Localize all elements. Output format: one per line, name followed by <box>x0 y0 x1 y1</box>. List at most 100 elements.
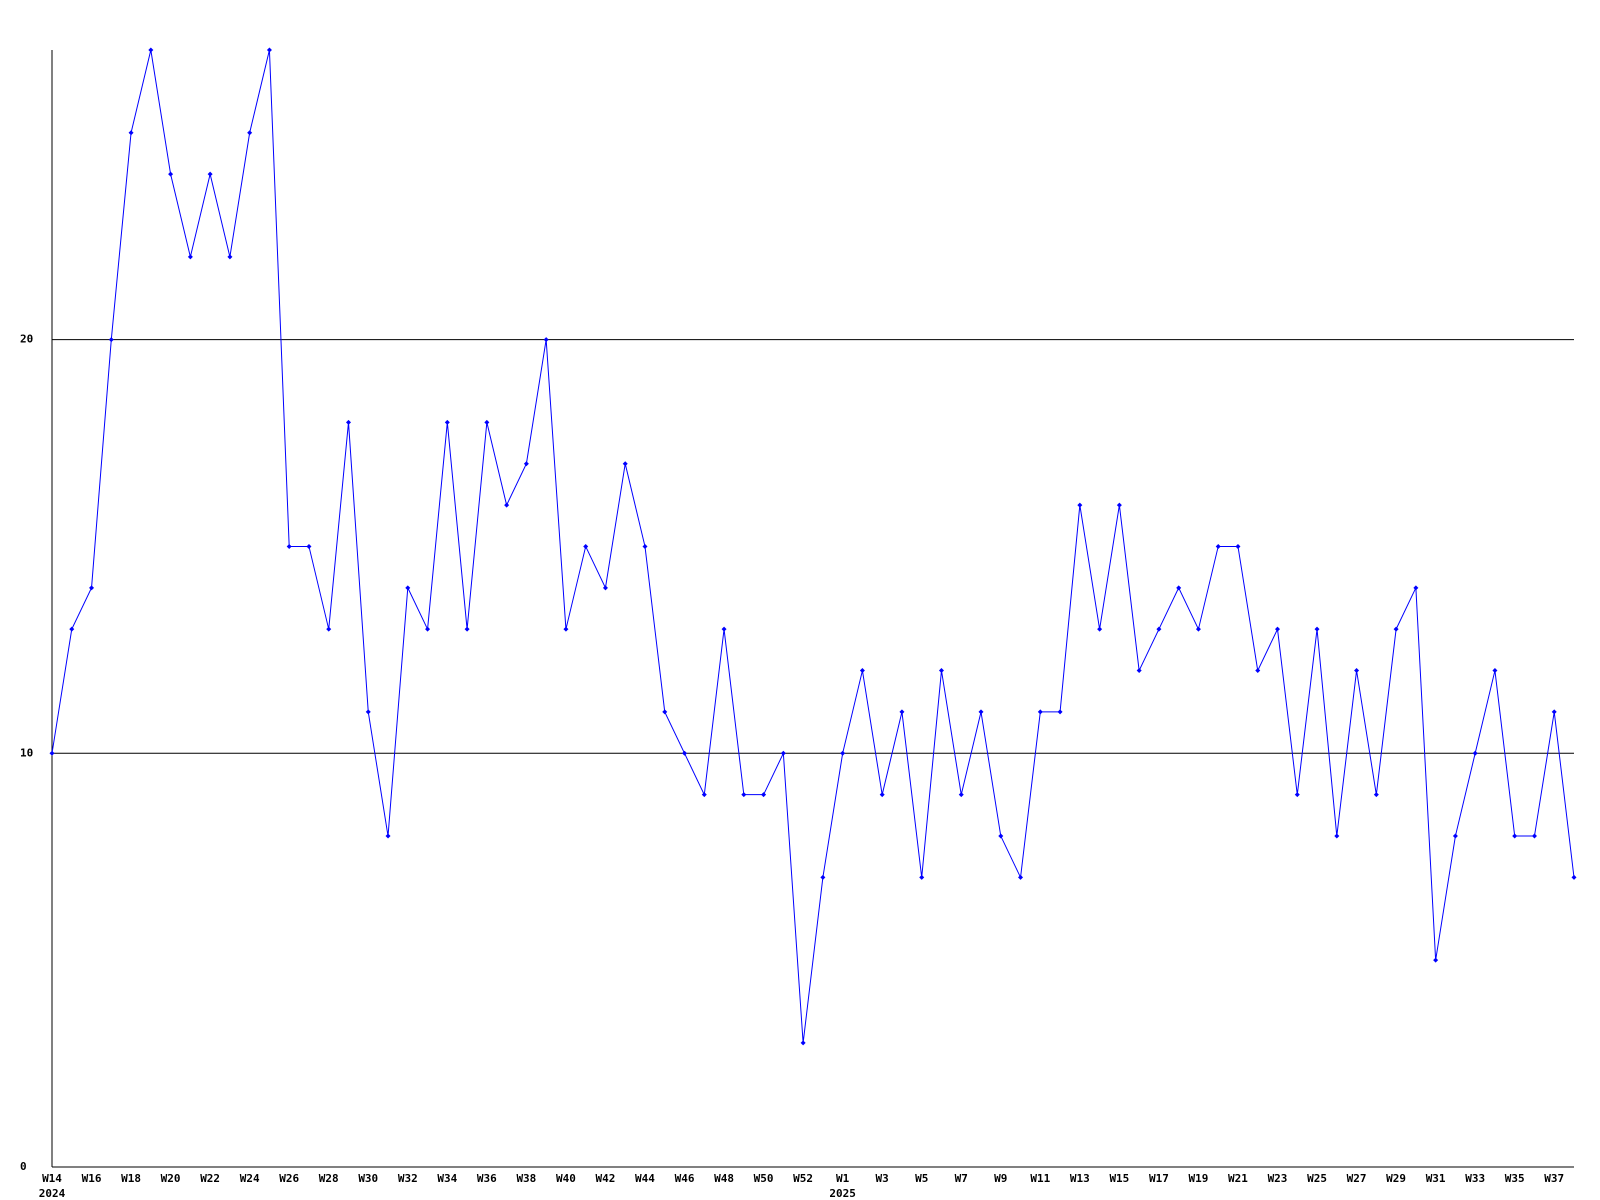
point <box>543 337 549 343</box>
x-tick-label: W26 <box>279 1172 299 1185</box>
point <box>859 668 865 674</box>
x-tick-label: W33 <box>1465 1172 1485 1185</box>
point <box>504 502 510 508</box>
point <box>1215 543 1221 549</box>
x-tick-label: W18 <box>121 1172 141 1185</box>
point <box>148 47 154 53</box>
point <box>286 543 292 549</box>
point <box>721 626 727 632</box>
point <box>444 419 450 425</box>
point <box>1373 792 1379 798</box>
point <box>326 626 332 632</box>
point <box>899 709 905 715</box>
point <box>385 833 391 839</box>
point <box>820 874 826 880</box>
y-tick-label: 20 <box>20 333 33 346</box>
point <box>1492 668 1498 674</box>
point <box>128 130 134 136</box>
point <box>365 709 371 715</box>
point <box>345 419 351 425</box>
x-tick-label: W16 <box>82 1172 102 1185</box>
x-tick-label: W34 <box>437 1172 457 1185</box>
point <box>642 543 648 549</box>
point <box>49 750 55 756</box>
point <box>1077 502 1083 508</box>
x-tick-label: W31 <box>1426 1172 1446 1185</box>
x-tick-label: W37 <box>1544 1172 1564 1185</box>
point <box>523 461 529 467</box>
x-tick-label: W48 <box>714 1172 734 1185</box>
x-group-label: 2025 <box>829 1187 856 1200</box>
x-tick-label: W15 <box>1109 1172 1129 1185</box>
x-tick-label: W30 <box>358 1172 378 1185</box>
point <box>1195 626 1201 632</box>
point <box>306 543 312 549</box>
point <box>227 254 233 260</box>
x-tick-label: W17 <box>1149 1172 1169 1185</box>
x-tick-label: W35 <box>1505 1172 1525 1185</box>
x-tick-label: W23 <box>1268 1172 1288 1185</box>
x-tick-label: W19 <box>1189 1172 1209 1185</box>
x-tick-label: W20 <box>161 1172 181 1185</box>
x-tick-label: W50 <box>754 1172 774 1185</box>
x-tick-label: W27 <box>1347 1172 1367 1185</box>
x-tick-label: W28 <box>319 1172 339 1185</box>
x-tick-label: W29 <box>1386 1172 1406 1185</box>
point <box>761 792 767 798</box>
x-tick-label: W9 <box>994 1172 1007 1185</box>
point <box>484 419 490 425</box>
x-tick-label: W11 <box>1030 1172 1050 1185</box>
y-tick-label: 10 <box>20 746 33 759</box>
x-tick-label: W14 <box>42 1172 62 1185</box>
x-tick-label: W3 <box>876 1172 889 1185</box>
point <box>1452 833 1458 839</box>
point <box>187 254 193 260</box>
point <box>108 337 114 343</box>
point <box>780 750 786 756</box>
point <box>425 626 431 632</box>
point <box>682 750 688 756</box>
point <box>879 792 885 798</box>
point <box>207 171 213 177</box>
point <box>978 709 984 715</box>
point <box>1294 792 1300 798</box>
point <box>1512 833 1518 839</box>
point <box>1433 957 1439 963</box>
x-tick-label: W36 <box>477 1172 497 1185</box>
point <box>840 750 846 756</box>
x-tick-label: W44 <box>635 1172 655 1185</box>
point <box>1551 709 1557 715</box>
x-tick-label: W52 <box>793 1172 813 1185</box>
point <box>168 171 174 177</box>
point <box>1097 626 1103 632</box>
point <box>938 668 944 674</box>
x-tick-label: W25 <box>1307 1172 1327 1185</box>
point <box>1354 668 1360 674</box>
line <box>51 49 1575 1043</box>
point <box>919 874 925 880</box>
point <box>701 792 707 798</box>
point <box>89 585 95 591</box>
x-tick-label: W5 <box>915 1172 928 1185</box>
x-tick-label: W40 <box>556 1172 576 1185</box>
point <box>1156 626 1162 632</box>
point <box>464 626 470 632</box>
point <box>602 585 608 591</box>
point <box>1413 585 1419 591</box>
point <box>1531 833 1537 839</box>
point <box>1037 709 1043 715</box>
point <box>1176 585 1182 591</box>
point <box>405 585 411 591</box>
y-tick-label: 0 <box>20 1160 27 1173</box>
point <box>1334 833 1340 839</box>
point <box>1571 874 1577 880</box>
point <box>563 626 569 632</box>
point <box>958 792 964 798</box>
point <box>583 543 589 549</box>
x-tick-label: W38 <box>516 1172 536 1185</box>
point <box>1136 668 1142 674</box>
x-tick-label: W1 <box>836 1172 850 1185</box>
point <box>1393 626 1399 632</box>
point <box>800 1040 806 1046</box>
point <box>1472 750 1478 756</box>
